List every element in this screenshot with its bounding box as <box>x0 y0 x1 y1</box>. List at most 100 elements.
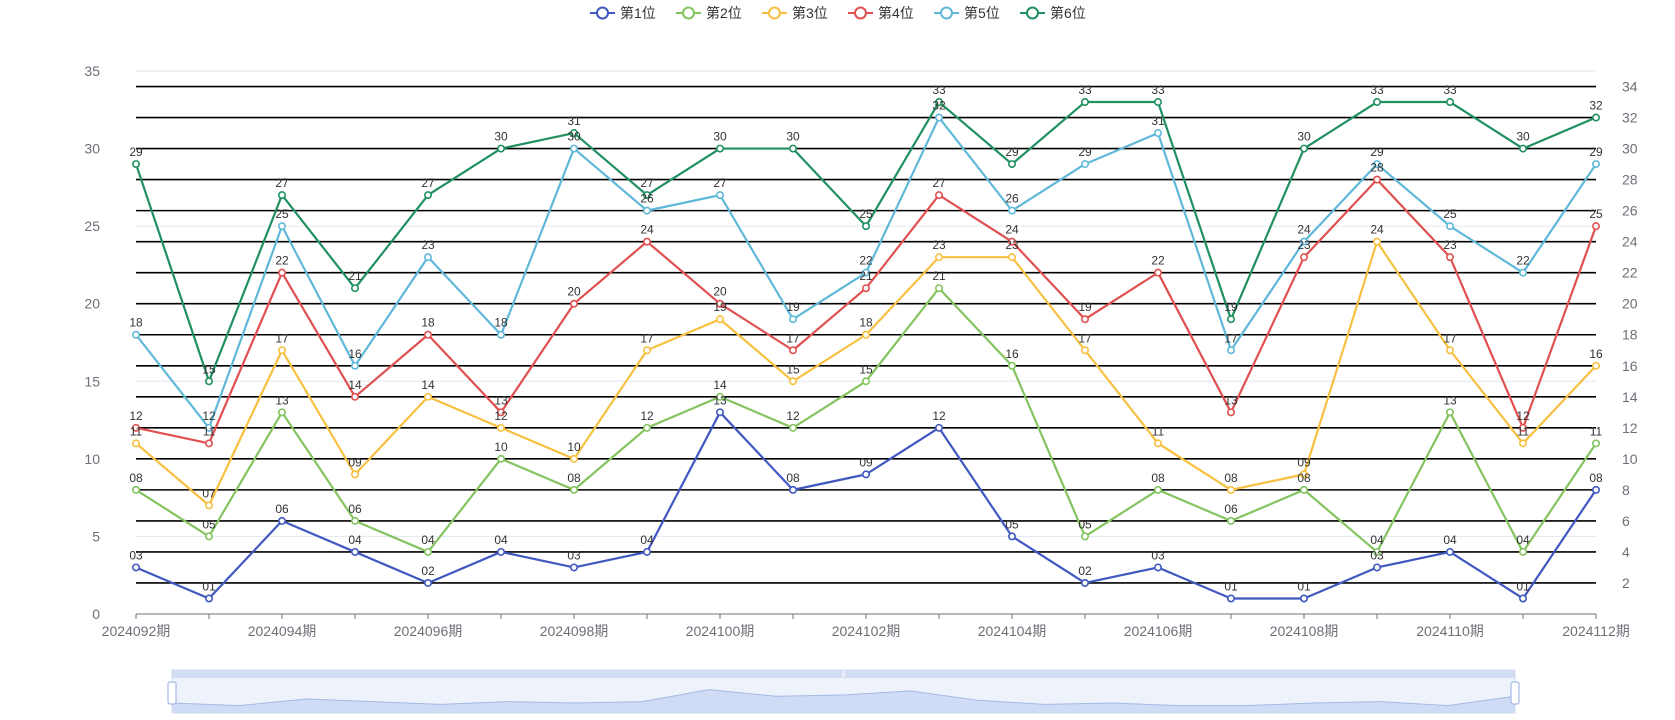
data-point[interactable] <box>1300 470 1309 479</box>
data-point[interactable] <box>1592 160 1601 169</box>
data-point[interactable] <box>788 377 797 386</box>
data-point[interactable] <box>934 423 943 432</box>
data-point[interactable] <box>1227 315 1236 324</box>
data-point[interactable] <box>1519 423 1528 432</box>
data-point[interactable] <box>642 191 651 200</box>
data-point[interactable] <box>423 330 432 339</box>
legend-item-4[interactable]: 第4位 <box>848 5 914 21</box>
data-point[interactable] <box>205 439 214 448</box>
data-point[interactable] <box>1154 563 1163 572</box>
data-point[interactable] <box>1227 346 1236 355</box>
data-point[interactable] <box>350 547 359 556</box>
data-point[interactable] <box>861 377 870 386</box>
data-point[interactable] <box>1007 253 1016 262</box>
data-point[interactable] <box>277 516 286 525</box>
data-point[interactable] <box>1519 144 1528 153</box>
data-point[interactable] <box>1446 408 1455 417</box>
data-point[interactable] <box>861 222 870 231</box>
data-point[interactable] <box>1154 485 1163 494</box>
data-point[interactable] <box>934 113 943 122</box>
data-point[interactable] <box>1081 315 1090 324</box>
data-point[interactable] <box>350 284 359 293</box>
data-point[interactable] <box>132 330 141 339</box>
data-point[interactable] <box>1007 532 1016 541</box>
datazoom-slider[interactable]: ⦀ <box>167 669 1520 714</box>
data-point[interactable] <box>1227 408 1236 417</box>
data-point[interactable] <box>1007 361 1016 370</box>
data-point[interactable] <box>642 547 651 556</box>
data-point[interactable] <box>132 423 141 432</box>
data-point[interactable] <box>423 253 432 262</box>
data-point[interactable] <box>1592 485 1601 494</box>
datazoom-move-bar[interactable] <box>172 670 1515 678</box>
data-point[interactable] <box>1300 485 1309 494</box>
data-point[interactable] <box>861 330 870 339</box>
data-point[interactable] <box>715 299 724 308</box>
data-point[interactable] <box>205 594 214 603</box>
data-point[interactable] <box>1227 594 1236 603</box>
data-point[interactable] <box>1519 594 1528 603</box>
data-point[interactable] <box>788 144 797 153</box>
data-point[interactable] <box>1592 439 1601 448</box>
data-point[interactable] <box>496 547 505 556</box>
data-point[interactable] <box>1154 98 1163 107</box>
data-point[interactable] <box>1300 144 1309 153</box>
data-point[interactable] <box>423 191 432 200</box>
data-point[interactable] <box>132 160 141 169</box>
data-point[interactable] <box>569 144 578 153</box>
data-point[interactable] <box>496 408 505 417</box>
data-point[interactable] <box>1081 532 1090 541</box>
data-point[interactable] <box>1592 113 1601 122</box>
data-point[interactable] <box>934 191 943 200</box>
data-point[interactable] <box>496 330 505 339</box>
data-point[interactable] <box>715 315 724 324</box>
data-point[interactable] <box>788 315 797 324</box>
datazoom-move-handle-icon[interactable]: ⦀ <box>842 670 846 679</box>
datazoom-left-handle[interactable] <box>167 681 177 705</box>
data-point[interactable] <box>277 408 286 417</box>
data-point[interactable] <box>1519 439 1528 448</box>
data-point[interactable] <box>934 98 943 107</box>
data-point[interactable] <box>1007 160 1016 169</box>
data-point[interactable] <box>934 284 943 293</box>
legend-item-3[interactable]: 第3位 <box>762 5 828 21</box>
data-point[interactable] <box>1373 563 1382 572</box>
data-point[interactable] <box>1373 175 1382 184</box>
data-point[interactable] <box>1592 361 1601 370</box>
data-point[interactable] <box>1446 346 1455 355</box>
data-point[interactable] <box>642 346 651 355</box>
data-point[interactable] <box>1081 346 1090 355</box>
data-point[interactable] <box>496 454 505 463</box>
data-point[interactable] <box>934 253 943 262</box>
data-point[interactable] <box>1446 98 1455 107</box>
data-point[interactable] <box>1373 237 1382 246</box>
data-point[interactable] <box>715 191 724 200</box>
data-point[interactable] <box>277 191 286 200</box>
data-point[interactable] <box>132 439 141 448</box>
data-point[interactable] <box>205 532 214 541</box>
data-point[interactable] <box>1154 129 1163 138</box>
data-point[interactable] <box>277 222 286 231</box>
data-point[interactable] <box>788 485 797 494</box>
legend-item-1[interactable]: 第1位 <box>590 5 656 21</box>
data-point[interactable] <box>642 206 651 215</box>
data-point[interactable] <box>1300 237 1309 246</box>
data-point[interactable] <box>569 485 578 494</box>
data-point[interactable] <box>569 454 578 463</box>
data-point[interactable] <box>642 237 651 246</box>
data-point[interactable] <box>861 284 870 293</box>
data-point[interactable] <box>496 423 505 432</box>
data-point[interactable] <box>1446 547 1455 556</box>
data-point[interactable] <box>205 501 214 510</box>
data-point[interactable] <box>350 516 359 525</box>
data-point[interactable] <box>1446 253 1455 262</box>
data-point[interactable] <box>350 361 359 370</box>
data-point[interactable] <box>861 268 870 277</box>
data-point[interactable] <box>1081 98 1090 107</box>
data-point[interactable] <box>715 144 724 153</box>
data-point[interactable] <box>1007 237 1016 246</box>
data-point[interactable] <box>788 423 797 432</box>
data-point[interactable] <box>350 470 359 479</box>
data-point[interactable] <box>715 408 724 417</box>
data-point[interactable] <box>350 392 359 401</box>
